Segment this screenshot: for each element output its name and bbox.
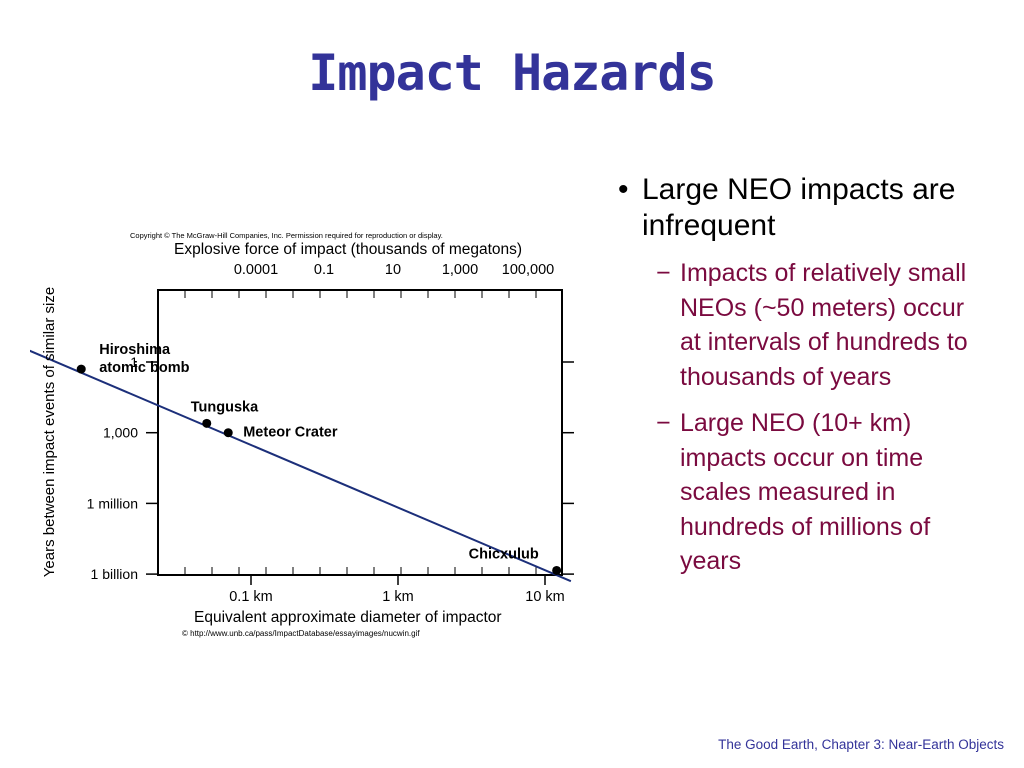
x-tick-label: 1 km: [382, 589, 413, 605]
y-axis-ticks: 1 1,000 1 million 1 billion: [87, 354, 574, 582]
point-label: Hiroshima atomic bomb: [99, 342, 189, 376]
sub-bullet-text: Impacts of relatively small NEOs (~50 me…: [680, 259, 968, 391]
y-tick-label: 1: [130, 354, 138, 370]
impact-point: [223, 428, 233, 438]
y-tick-label: 1,000: [103, 425, 138, 441]
top-tick-label: 100,000: [502, 262, 554, 278]
sub-bullet-small-neos: − Impacts of relatively small NEOs (~50 …: [612, 256, 972, 394]
impact-point: [76, 364, 86, 374]
slide-footer: The Good Earth, Chapter 3: Near-Earth Ob…: [718, 737, 1004, 752]
chart-series: [26, 348, 572, 583]
point-label: Tunguska: [191, 399, 259, 415]
x-tick-label: 0.1 km: [229, 589, 273, 605]
chart-grid: [184, 290, 537, 575]
top-tick-label: 0.0001: [234, 262, 278, 278]
trend-line: [26, 348, 572, 583]
slide-title: Impact Hazards: [308, 44, 716, 102]
chart-copyright: Copyright © The McGraw-Hill Companies, I…: [130, 231, 443, 240]
sub-bullet-large-neos: − Large NEO (10+ km) impacts occur on ti…: [612, 406, 972, 579]
impact-frequency-chart: Copyright © The McGraw-Hill Companies, I…: [26, 220, 590, 645]
point-label: Chicxulub: [469, 546, 539, 562]
top-tick-label: 0.1: [314, 262, 334, 278]
point-label: Meteor Crater: [243, 425, 338, 441]
top-tick-label: 10: [385, 262, 401, 278]
y-tick-label: 1 billion: [91, 566, 138, 582]
plot-frame: [157, 289, 563, 576]
sub-bullet-text: Large NEO (10+ km) impacts occur on time…: [680, 409, 931, 575]
x-axis-label: Equivalent approximate diameter of impac…: [194, 609, 502, 626]
bullet-list: • Large NEO impacts are infrequent − Imp…: [612, 172, 972, 579]
bullet-main-text: Large NEO impacts are infrequent: [642, 173, 956, 242]
top-axis-ticks: 0.0001 0.1 10 1,000 100,000: [234, 262, 554, 278]
impact-point: [552, 565, 562, 575]
bullet-main: • Large NEO impacts are infrequent: [612, 172, 972, 244]
impact-point: [202, 418, 212, 428]
chart-svg: Copyright © The McGraw-Hill Companies, I…: [26, 231, 574, 638]
top-tick-label: 1,000: [442, 262, 478, 278]
x-axis-ticks: 0.1 km 1 km 10 km: [229, 575, 565, 605]
chart-points: Hiroshima atomic bomb Tunguska Meteor Crate…: [76, 342, 562, 575]
y-axis-label: Years between impact events of similar s…: [41, 287, 58, 577]
top-axis-label: Explosive force of impact (thousands of …: [174, 241, 522, 258]
sub-bullet-marker: −: [656, 409, 671, 437]
x-tick-label: 10 km: [525, 589, 565, 605]
chart-source: © http://www.unb.ca/pass/ImpactDatabase/…: [182, 629, 420, 638]
sub-bullet-marker: −: [656, 259, 671, 287]
y-tick-label: 1 million: [87, 495, 138, 511]
bullet-marker: •: [618, 173, 629, 206]
